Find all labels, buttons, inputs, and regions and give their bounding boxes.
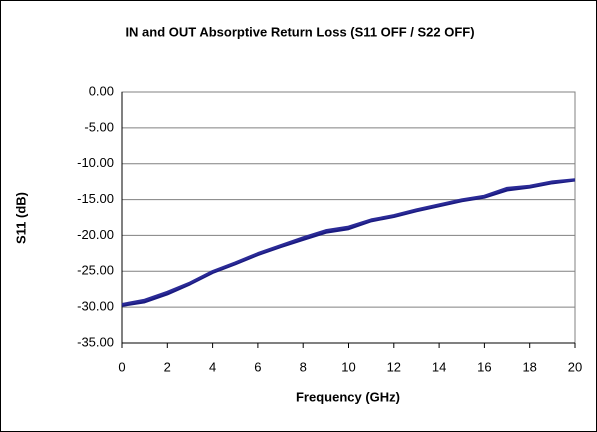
y-tick-label: -35.00 (77, 334, 114, 349)
x-tick-label: 14 (432, 359, 446, 374)
y-tick-label: -10.00 (77, 155, 114, 170)
y-tick-label: -30.00 (77, 299, 114, 314)
chart-title: IN and OUT Absorptive Return Loss (S11 O… (125, 24, 474, 39)
x-tick-label: 8 (300, 359, 307, 374)
x-tick-label: 16 (477, 359, 491, 374)
y-tick-label: -5.00 (84, 119, 114, 134)
y-tick-label: -25.00 (77, 263, 114, 278)
y-tick-label: -15.00 (77, 191, 114, 206)
x-tick-label: 20 (568, 359, 582, 374)
x-tick-label: 4 (209, 359, 216, 374)
x-tick-label: 12 (387, 359, 401, 374)
x-tick-label: 18 (522, 359, 536, 374)
x-tick-label: 10 (341, 359, 355, 374)
x-tick-label: 6 (254, 359, 261, 374)
y-tick-label: 0.00 (89, 83, 114, 98)
x-tick-label: 0 (118, 359, 125, 374)
data-line (121, 178, 576, 306)
x-axis-label: Frequency (GHz) (296, 389, 400, 404)
data-line (121, 178, 576, 307)
y-axis-label: S11 (dB) (13, 192, 28, 244)
x-tick-label: 2 (164, 359, 171, 374)
plot-area (121, 91, 576, 344)
y-tick-label: -20.00 (77, 227, 114, 242)
